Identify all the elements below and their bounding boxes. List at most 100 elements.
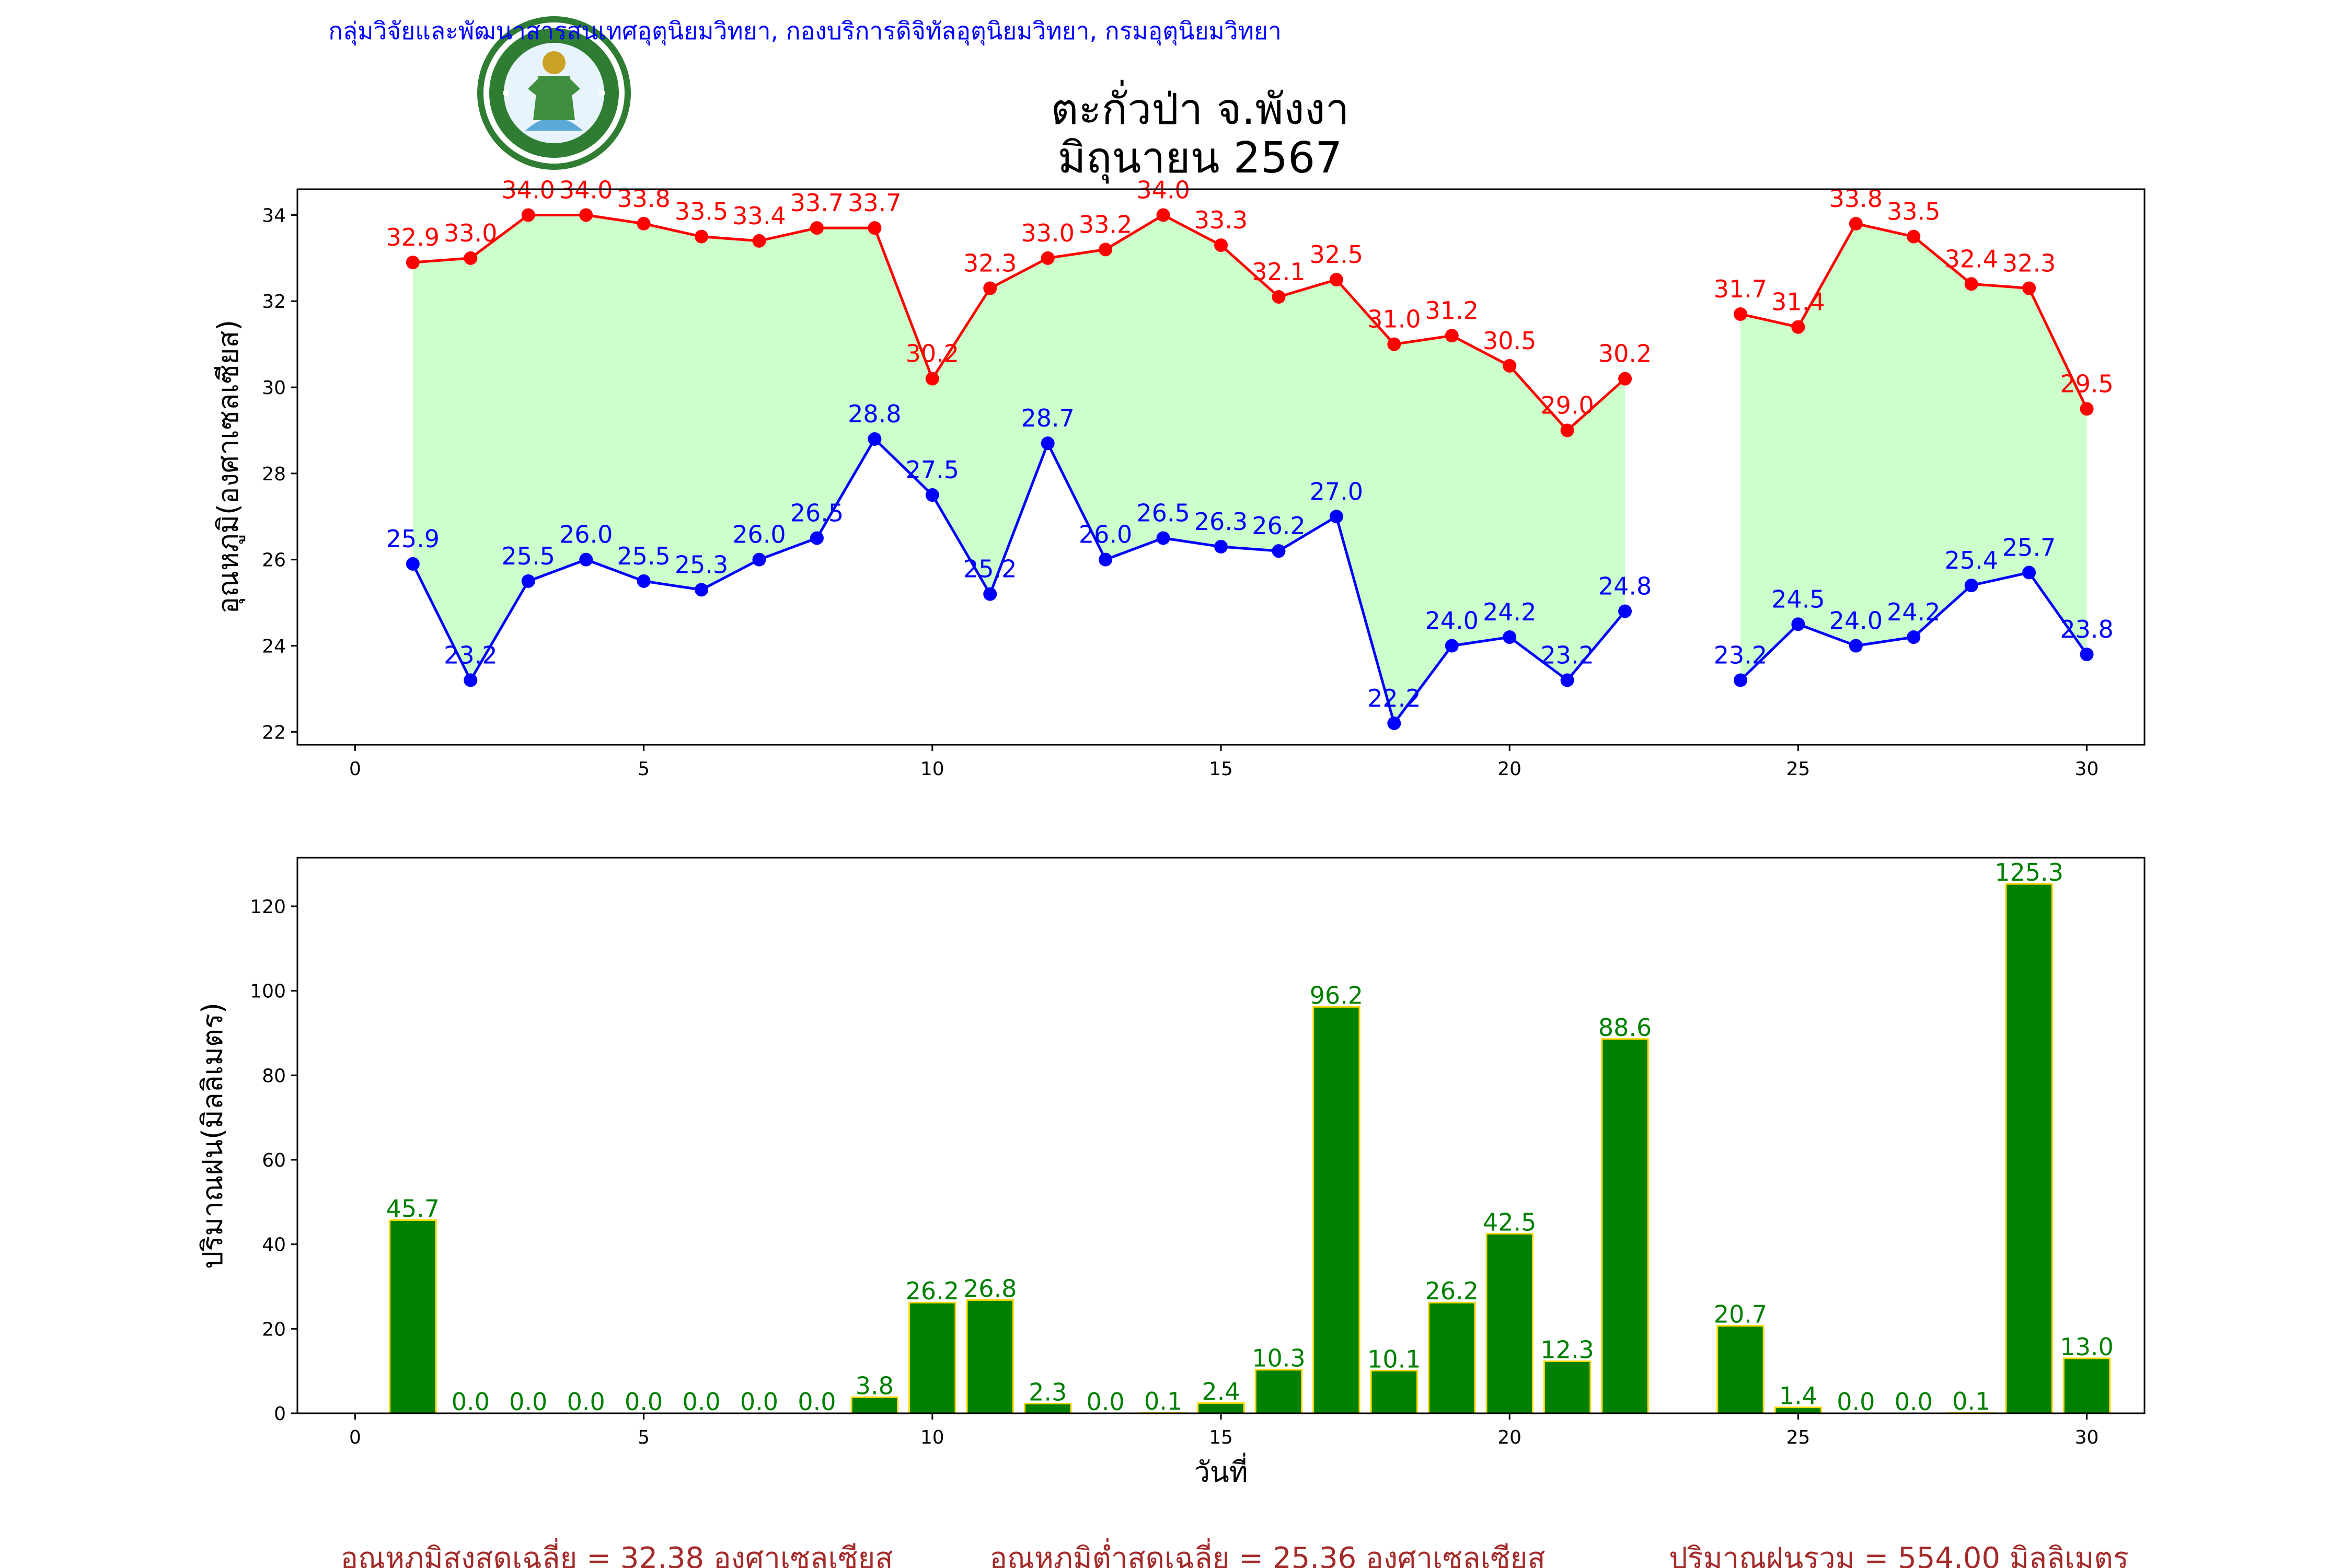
temperature-y-axis-title: อุณหภูมิ(องศาเซลเซียส)	[212, 320, 246, 614]
rainfall-bar	[1312, 1006, 1361, 1414]
max-temperature-label: 33.7	[848, 189, 901, 217]
min-temperature-label: 27.0	[1310, 477, 1363, 505]
max-temperature-point	[1041, 251, 1055, 265]
rainfall-bar	[2062, 1357, 2111, 1414]
max-temperature-label: 33.4	[732, 202, 786, 230]
rainfall-label: 2.4	[1202, 1378, 1240, 1406]
max-temperature-label: 30.5	[1483, 327, 1536, 355]
rainfall-label: 12.3	[1540, 1336, 1594, 1364]
min-temperature-label: 23.8	[2060, 615, 2113, 643]
max-temperature-point	[1503, 359, 1517, 373]
temperature-y-tick-label: 34	[262, 205, 286, 226]
temperature-x-tick-label: 30	[2075, 758, 2099, 780]
rainfall-label: 0.0	[798, 1388, 836, 1416]
temperature-range-fill	[412, 215, 1625, 723]
rainfall-y-tick-label: 100	[250, 981, 286, 1002]
rainfall-label: 45.7	[386, 1195, 440, 1223]
max-temperature-label: 32.1	[1252, 258, 1305, 286]
min-temperature-point	[925, 488, 939, 502]
rainfall-label: 3.8	[856, 1371, 894, 1400]
max-temperature-label: 33.7	[790, 189, 844, 217]
rainfall-bar	[1716, 1325, 1765, 1414]
max-temperature-label: 32.3	[963, 249, 1017, 278]
temperature-x-tick-label: 10	[920, 758, 944, 780]
max-temperature-label: 29.5	[2060, 370, 2113, 398]
min-temperature-point	[1560, 673, 1574, 687]
max-temperature-label: 32.9	[386, 223, 440, 251]
min-temperature-label: 26.5	[790, 499, 844, 527]
rainfall-label: 0.0	[625, 1388, 663, 1416]
rainfall-y-tick-label: 60	[262, 1150, 286, 1171]
rainfall-x-tick-label: 15	[1209, 1427, 1233, 1448]
max-temperature-label: 32.5	[1310, 240, 1363, 269]
max-temperature-point	[1329, 273, 1343, 287]
temperature-y-tick-label: 32	[262, 291, 286, 313]
max-temperature-label: 31.4	[1771, 288, 1825, 316]
max-temperature-point	[1560, 423, 1574, 437]
max-temperature-point	[464, 251, 478, 265]
rainfall-x-tick-label: 5	[638, 1427, 650, 1448]
max-temperature-label: 33.2	[1079, 210, 1132, 238]
min-temperature-label: 25.4	[1944, 546, 1998, 574]
rainfall-y-tick-label: 0	[274, 1403, 286, 1425]
rainfall-label: 88.6	[1598, 1013, 1652, 1042]
rainfall-label: 20.7	[1714, 1300, 1767, 1329]
min-temperature-point	[2022, 566, 2036, 580]
min-temperature-label: 24.0	[1829, 606, 1883, 635]
rainfall-label: 96.2	[1310, 981, 1363, 1009]
rainfall-bar	[389, 1219, 437, 1414]
temperature-x-tick-label: 0	[349, 758, 361, 780]
rainfall-bar	[1601, 1038, 1649, 1414]
min-temperature-label: 23.2	[1714, 641, 1767, 669]
max-temperature-point	[1214, 238, 1228, 252]
max-temperature-point	[1099, 243, 1113, 257]
min-temperature-point	[810, 531, 824, 545]
rainfall-x-tick-label: 10	[920, 1427, 944, 1448]
rainfall-label: 2.3	[1029, 1378, 1067, 1406]
rainfall-label: 26.8	[963, 1274, 1017, 1302]
rainfall-label: 0.0	[567, 1388, 605, 1416]
max-temperature-point	[1733, 307, 1747, 321]
min-temperature-point	[464, 673, 478, 687]
max-temperature-point	[2080, 402, 2094, 416]
min-temperature-point	[637, 574, 651, 588]
min-temperature-point	[752, 552, 766, 567]
min-temperature-point	[1733, 673, 1747, 687]
max-temperature-point	[1618, 372, 1632, 386]
min-temperature-point	[1618, 604, 1632, 618]
temperature-range-fill	[1740, 223, 2087, 681]
min-temperature-label: 26.5	[1136, 499, 1190, 527]
rainfall-label: 0.0	[740, 1388, 778, 1416]
meteorological-department-logo	[477, 16, 631, 170]
min-temperature-point	[1329, 510, 1343, 524]
max-temperature-label: 33.3	[1194, 206, 1248, 234]
max-temperature-point	[1964, 277, 1978, 291]
rainfall-label: 0.0	[1895, 1388, 1933, 1416]
rainfall-x-tick-label: 20	[1497, 1427, 1521, 1448]
min-temperature-point	[1272, 544, 1286, 558]
max-temperature-label: 33.5	[675, 198, 728, 226]
max-temperature-point	[521, 208, 535, 222]
min-temperature-point	[2080, 647, 2094, 661]
max-temperature-point	[2022, 281, 2036, 295]
max-temperature-line	[412, 213, 1626, 432]
min-temperature-label: 26.3	[1194, 508, 1248, 536]
max-temperature-point	[1907, 229, 1921, 244]
average-min-temperature: อุณหภูมิต่ำสุดเฉลี่ย = 25.36 องศาเซลเซีย…	[989, 1538, 1545, 1568]
rainfall-bar	[966, 1299, 1014, 1414]
max-temperature-point	[579, 208, 593, 222]
organization-header: กลุ่มวิจัยและพัฒนาสารสนเทศอุตุนิยมวิทยา,…	[328, 17, 1282, 46]
rainfall-x-tick-label: 30	[2075, 1427, 2099, 1448]
max-temperature-point	[1387, 337, 1401, 351]
min-temperature-point	[1387, 716, 1401, 730]
max-temperature-point	[1445, 329, 1459, 343]
rainfall-label: 10.1	[1367, 1345, 1421, 1373]
temperature-x-tick-label: 20	[1497, 758, 1521, 780]
rainfall-label: 0.0	[452, 1388, 490, 1416]
max-temperature-label: 33.0	[444, 219, 497, 247]
min-temperature-label: 28.7	[1021, 404, 1074, 432]
rainfall-label: 26.2	[1425, 1277, 1479, 1305]
average-max-temperature: อุณหภูมิสูงสุดเฉลี่ย = 32.38 องศาเซลเซีย…	[340, 1538, 893, 1568]
min-temperature-point	[406, 557, 420, 571]
